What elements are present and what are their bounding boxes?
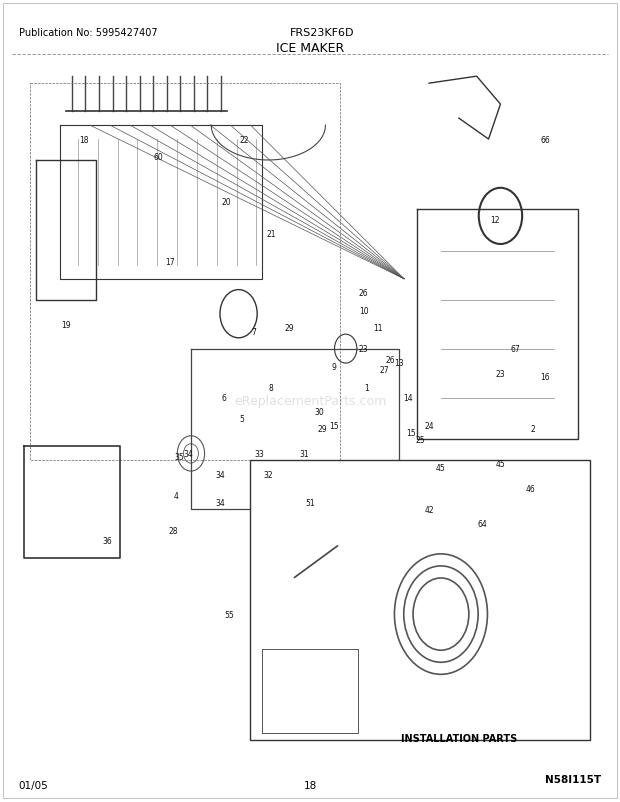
Text: 34: 34 (216, 498, 226, 507)
Text: 15: 15 (329, 421, 339, 431)
Text: 64: 64 (478, 519, 487, 529)
Text: 29: 29 (317, 425, 327, 434)
Text: 23: 23 (495, 369, 505, 378)
Text: 27: 27 (379, 366, 389, 375)
Text: 01/05: 01/05 (19, 780, 48, 789)
Text: 18: 18 (303, 780, 317, 789)
Text: 24: 24 (424, 421, 434, 431)
FancyBboxPatch shape (250, 461, 590, 740)
Text: 31: 31 (299, 449, 309, 459)
Text: 33: 33 (255, 449, 264, 459)
Text: 7: 7 (251, 327, 256, 336)
Text: 26: 26 (386, 355, 395, 364)
Text: 6: 6 (221, 394, 226, 403)
Text: N58I115T: N58I115T (545, 774, 601, 784)
Text: INSTALLATION PARTS: INSTALLATION PARTS (401, 733, 517, 743)
Text: 16: 16 (540, 373, 550, 382)
Text: eReplacementParts.com: eReplacementParts.com (234, 395, 386, 407)
Text: FRS23KF6D: FRS23KF6D (290, 28, 355, 38)
Text: Publication No: 5995427407: Publication No: 5995427407 (19, 28, 157, 38)
Text: 46: 46 (525, 484, 535, 493)
Text: 1: 1 (364, 383, 369, 392)
Text: 4: 4 (174, 491, 179, 500)
Text: 17: 17 (166, 257, 175, 266)
Text: 11: 11 (374, 324, 383, 333)
Text: 2: 2 (531, 425, 536, 434)
Text: 36: 36 (103, 537, 112, 545)
Text: 8: 8 (269, 383, 273, 392)
Text: 66: 66 (540, 136, 550, 144)
Text: 9: 9 (331, 363, 336, 371)
Text: 23: 23 (359, 345, 368, 354)
Text: 30: 30 (314, 407, 324, 416)
Text: 45: 45 (495, 460, 505, 469)
Text: 55: 55 (225, 610, 234, 619)
Text: 34: 34 (183, 449, 193, 459)
Text: 67: 67 (510, 345, 520, 354)
Text: 28: 28 (169, 526, 178, 535)
Text: 60: 60 (153, 153, 163, 162)
Text: 5: 5 (239, 415, 244, 423)
Text: 35: 35 (174, 453, 184, 462)
Text: 21: 21 (267, 229, 276, 238)
Text: 13: 13 (394, 358, 404, 367)
Text: 25: 25 (415, 435, 425, 444)
Text: 51: 51 (305, 498, 315, 507)
Text: 29: 29 (285, 324, 294, 333)
Text: 26: 26 (359, 289, 368, 298)
Text: 10: 10 (359, 306, 368, 315)
Text: 42: 42 (424, 505, 434, 514)
Text: 14: 14 (404, 394, 413, 403)
Text: 12: 12 (490, 216, 499, 225)
Text: 15: 15 (406, 428, 416, 437)
Text: 22: 22 (240, 136, 249, 144)
Text: 34: 34 (216, 470, 226, 480)
Text: 32: 32 (264, 470, 273, 480)
Text: 19: 19 (61, 320, 71, 330)
Text: 20: 20 (222, 198, 231, 207)
Text: 18: 18 (79, 136, 89, 144)
Text: ICE MAKER: ICE MAKER (276, 42, 344, 55)
Text: 45: 45 (436, 464, 446, 472)
